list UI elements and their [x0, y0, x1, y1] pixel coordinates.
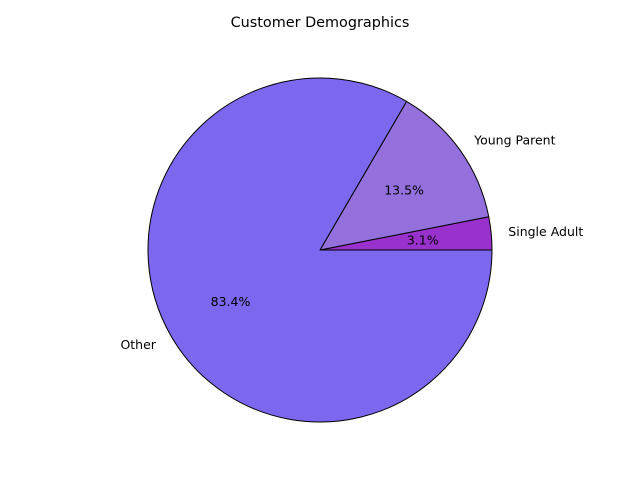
pct-label-other: 83.4%: [211, 294, 251, 309]
pct-label-young-parent: 13.5%: [384, 183, 424, 198]
chart-title: Customer Demographics: [231, 15, 410, 31]
slices-layer: [147, 77, 493, 423]
slice-label-single-adult: Single Adult: [508, 224, 583, 239]
slice-young-parent: [319, 100, 490, 251]
pct-label-single-adult: 3.1%: [407, 232, 439, 247]
slice-label-young-parent: Young Parent: [473, 133, 555, 148]
labels-layer: Single Adult 3.1% Young Parent 13.5% Other 83…: [120, 133, 583, 352]
slice-label-other: Other: [120, 337, 156, 352]
slice-other: [147, 77, 493, 423]
